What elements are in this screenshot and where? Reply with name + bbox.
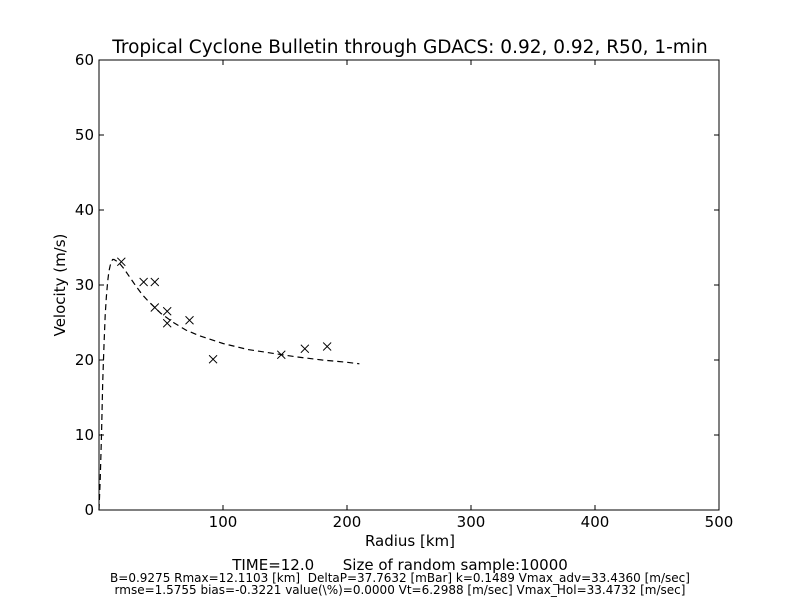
observation-point	[276, 350, 286, 360]
x-tick-label: 100	[209, 513, 238, 531]
observation-point	[208, 354, 218, 364]
observation-point	[162, 318, 172, 328]
axes-frame	[98, 59, 720, 511]
y-tick-label: 30	[75, 276, 94, 294]
y-tick-label: 50	[75, 126, 94, 144]
observation-point	[322, 342, 332, 351]
y-tick-label: 40	[75, 201, 94, 219]
observation-point	[150, 303, 160, 312]
observation-point	[117, 257, 126, 267]
footer-parameters: B=0.9275 Rmax=12.1103 [km] DeltaP=37.763…	[110, 571, 690, 585]
observation-point	[162, 306, 172, 316]
observation-point	[300, 344, 310, 354]
x-tick-label: 400	[581, 513, 610, 531]
x-tick-label: 300	[457, 513, 486, 531]
x-axis-ticks: 100 200 300 400 500	[209, 60, 734, 531]
plot-area	[98, 257, 360, 511]
footer-time-sample: TIME=12.0 Size of random sample:10000	[231, 556, 568, 574]
y-tick-label: 0	[84, 501, 94, 519]
x-tick-label: 200	[333, 513, 362, 531]
y-tick-label: 20	[75, 351, 94, 369]
y-tick-label: 10	[75, 426, 94, 444]
observation-point	[185, 315, 194, 325]
footer-statistics: rmse=1.5755 bias=-0.3221 value(\%)=0.000…	[115, 583, 686, 597]
observation-point	[150, 277, 160, 287]
x-axis-label: Radius [km]	[365, 532, 455, 550]
y-tick-label: 60	[75, 51, 94, 69]
chart-title: Tropical Cyclone Bulletin through GDACS:…	[111, 37, 707, 58]
y-axis-ticks: 0 10 20 30 40 50 60	[75, 51, 719, 519]
y-axis-label: Velocity (m/s)	[51, 234, 69, 337]
fitted-profile-line	[98, 258, 360, 511]
x-tick-label: 500	[705, 513, 734, 531]
observation-point	[139, 277, 148, 287]
